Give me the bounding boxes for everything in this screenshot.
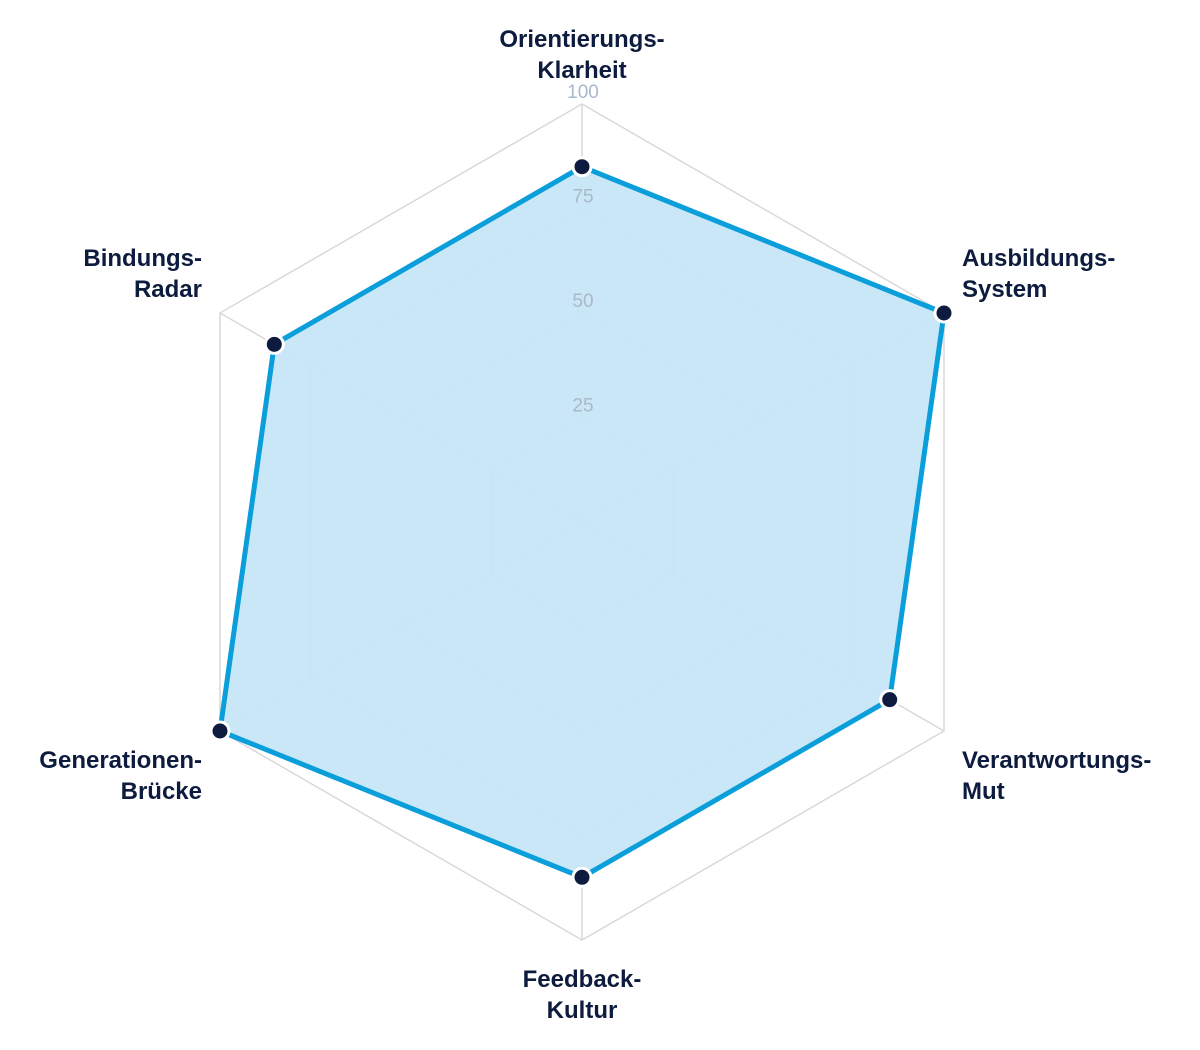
point-layer	[209, 156, 955, 888]
axis-label: Feedback- Kultur	[523, 966, 642, 1024]
axis-label-line: System	[962, 276, 1047, 303]
axis-label: Orientierungs- Klarheit	[499, 26, 664, 84]
axis-label-line: Orientierungs-	[499, 26, 664, 53]
tick-layer: 25 50 75 100	[567, 82, 599, 417]
series-area	[220, 166, 944, 878]
axis-label-line: Mut	[962, 778, 1005, 805]
data-point[interactable]	[263, 333, 285, 355]
axis-label-line: Brücke	[121, 778, 202, 805]
label-layer: Orientierungs- Klarheit Ausbildungs- System…	[39, 26, 1151, 1024]
axis-label-line: Feedback-	[523, 966, 642, 993]
axis-label: Generationen- Brücke	[39, 747, 202, 805]
tick-label: 75	[572, 187, 593, 208]
tick-label: 50	[572, 291, 593, 312]
data-point[interactable]	[571, 866, 593, 888]
data-point[interactable]	[933, 302, 955, 324]
axis-label-line: Bindungs-	[83, 245, 202, 272]
axis-label-line: Generationen-	[39, 747, 202, 774]
axis-label-line: Ausbildungs-	[962, 245, 1115, 272]
axis-label-line: Verantwortungs-	[962, 747, 1151, 774]
axis-label: Ausbildungs- System	[962, 245, 1115, 303]
tick-label: 100	[567, 82, 599, 103]
tick-label: 25	[572, 396, 593, 417]
data-point[interactable]	[879, 689, 901, 711]
axis-label-line: Radar	[134, 276, 202, 303]
axis-label: Verantwortungs- Mut	[962, 747, 1151, 805]
axis-label-line: Kultur	[547, 997, 618, 1024]
axis-label-line: Klarheit	[537, 57, 626, 84]
series-layer	[217, 163, 947, 881]
data-point[interactable]	[571, 156, 593, 178]
axis-label: Bindungs- Radar	[83, 245, 202, 303]
data-point[interactable]	[209, 720, 231, 742]
